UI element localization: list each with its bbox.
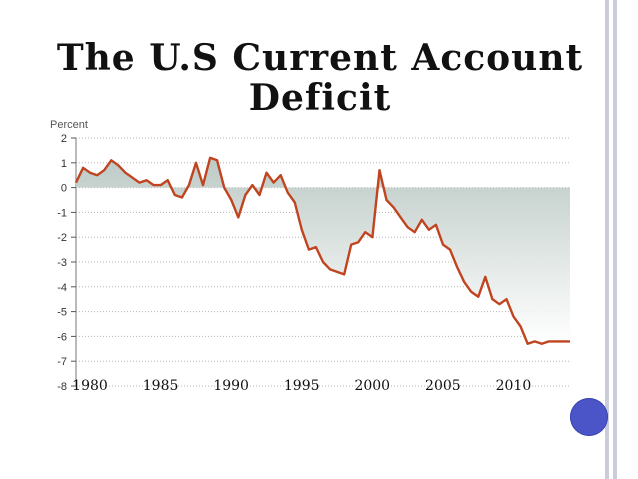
chart: Percent 2 1 0 -1 -2 -3 -4 -5 -6 -7 -8 1980 1985 1990 1… [48, 108, 578, 400]
chart-svg: Percent 2 1 0 -1 -2 -3 -4 -5 -6 -7 -8 1980 1985 1990 1… [50, 119, 570, 394]
y-tick-label: -5 [57, 307, 67, 319]
x-tick-label: 1990 [213, 378, 249, 394]
series-line [74, 156, 570, 345]
y-axis-label: Percent [50, 119, 88, 131]
area-fill [76, 157, 570, 344]
y-tick-label: 1 [61, 158, 67, 170]
x-tick-label: 1985 [143, 378, 179, 394]
y-tick-label: -8 [57, 381, 67, 393]
y-tick-label: -4 [57, 282, 67, 294]
y-tick-label: -7 [57, 356, 67, 368]
x-tick-label: 2000 [354, 378, 390, 394]
slide-title: The U.S Current Account Deficit [56, 37, 584, 119]
y-tick-label: 2 [61, 133, 67, 145]
y-tick-label: -3 [57, 257, 67, 269]
x-tick-label: 2005 [425, 378, 461, 394]
slide-nav-dot[interactable] [570, 398, 608, 436]
slide-border-rail [613, 0, 617, 479]
y-tick-label: -6 [57, 331, 67, 343]
slide-border-rail [605, 0, 609, 479]
y-tick-label: -2 [57, 232, 67, 244]
x-tick-label: 1980 [72, 378, 108, 394]
x-tick-label: 2010 [496, 378, 532, 394]
x-tick-label: 1995 [284, 378, 320, 394]
y-tick-label: -1 [57, 207, 67, 219]
y-tick-label: 0 [61, 183, 67, 195]
